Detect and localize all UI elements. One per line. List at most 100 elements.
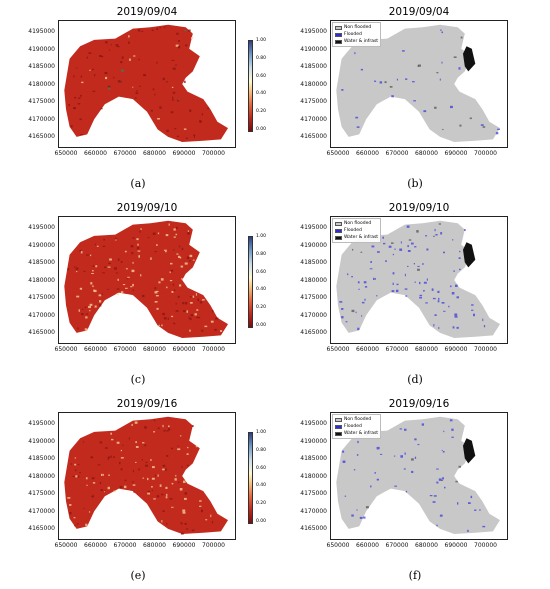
y-tick-label: 4175000 <box>28 490 55 497</box>
pixel-mark <box>147 492 150 495</box>
pixel-mark <box>354 52 356 55</box>
pixel-mark <box>168 223 170 226</box>
pixel-mark <box>119 61 123 64</box>
pixel-mark <box>156 244 158 246</box>
pixel-mark <box>158 324 160 327</box>
region-shape <box>336 220 500 338</box>
pixel-mark <box>369 268 373 270</box>
pixel-mark <box>426 248 429 251</box>
pixel-mark <box>132 481 134 483</box>
pixel-mark <box>131 252 134 255</box>
pixel-mark <box>141 30 144 32</box>
pixel-mark <box>160 493 164 496</box>
pixel-mark <box>114 239 117 241</box>
pixel-mark <box>140 228 142 230</box>
pixel-mark <box>193 134 196 136</box>
pixel-mark <box>117 258 120 261</box>
pixel-mark <box>185 137 188 140</box>
pixel-mark <box>153 431 156 433</box>
pixel-mark <box>453 56 457 58</box>
pixel-mark <box>147 477 149 481</box>
y-tick-label: 4165000 <box>300 133 327 140</box>
pixel-mark <box>94 74 96 77</box>
pixel-mark <box>73 266 76 268</box>
pixel-mark <box>453 270 455 272</box>
pixel-mark <box>90 282 93 285</box>
pixel-mark <box>99 300 102 303</box>
y-tick-label: 4190000 <box>300 437 327 445</box>
colorbar <box>248 236 253 328</box>
legend-label: Flooded <box>344 424 362 429</box>
x-tick-label: 660000 <box>84 346 107 353</box>
x-tick-label: 680000 <box>143 542 166 549</box>
pixel-mark <box>352 248 354 251</box>
pixel-mark <box>89 69 91 71</box>
pixel-mark <box>411 470 414 473</box>
pixel-mark <box>145 464 148 467</box>
pixel-mark <box>370 261 372 263</box>
pixel-mark <box>127 276 130 278</box>
pixel-mark <box>456 326 459 329</box>
pixel-mark <box>74 463 77 466</box>
pixel-mark <box>495 132 499 135</box>
pixel-mark <box>189 329 191 332</box>
panel-caption: (a) <box>130 177 146 190</box>
pixel-mark <box>156 495 160 498</box>
pixel-mark <box>99 481 102 485</box>
pixel-mark <box>396 78 398 81</box>
pixel-mark <box>351 276 353 278</box>
pixel-mark <box>105 76 108 80</box>
pixel-mark <box>441 61 443 64</box>
pixel-mark <box>404 428 407 431</box>
pixel-mark <box>175 226 178 229</box>
pixel-mark <box>201 329 204 332</box>
pixel-mark <box>406 225 410 228</box>
pixel-mark <box>105 447 108 449</box>
pixel-mark <box>110 455 112 458</box>
pixel-mark <box>357 440 359 444</box>
y-tick-label: 4165000 <box>28 133 55 140</box>
pixel-mark <box>156 61 158 64</box>
y-tick-label: 4195000 <box>300 420 327 427</box>
pixel-mark <box>154 291 158 294</box>
pixel-mark <box>436 72 439 74</box>
pixel-mark <box>157 118 160 120</box>
pixel-mark <box>82 308 84 310</box>
pixel-mark <box>101 473 103 476</box>
x-tick-label: 670000 <box>113 150 137 157</box>
x-tick-label: 690000 <box>444 346 468 353</box>
y-tick-label: 4185000 <box>28 63 55 70</box>
pixel-mark <box>85 313 89 315</box>
pixel-mark <box>179 245 181 248</box>
pixel-mark <box>103 238 105 241</box>
pixel-mark <box>165 486 168 489</box>
x-tick-label: 700000 <box>474 542 497 549</box>
legend-label: Water & infrast <box>344 431 379 436</box>
pixel-mark <box>77 327 79 330</box>
pixel-mark <box>178 255 181 258</box>
pixel-mark <box>414 246 417 248</box>
pixel-mark <box>342 460 346 463</box>
pixel-mark <box>183 480 186 483</box>
pixel-mark <box>144 444 147 447</box>
pixel-mark <box>436 481 439 484</box>
pixel-mark <box>171 59 175 61</box>
pixel-mark <box>425 235 428 237</box>
pixel-mark <box>439 514 443 517</box>
pixel-mark <box>389 86 393 88</box>
pixel-mark <box>100 107 103 110</box>
pixel-mark <box>457 502 459 505</box>
pixel-mark <box>458 465 461 468</box>
pixel-mark <box>95 265 98 268</box>
pixel-mark <box>77 464 80 465</box>
pixel-mark <box>190 314 193 317</box>
pixel-mark <box>431 288 434 291</box>
pixel-mark <box>108 87 111 90</box>
pixel-mark <box>78 97 81 99</box>
pixel-mark <box>169 271 171 274</box>
panel-title: 2019/09/16 <box>388 398 450 410</box>
pixel-mark <box>91 477 95 480</box>
pixel-mark <box>170 262 173 265</box>
legend-swatch <box>335 235 342 240</box>
legend-item: Water & infrast <box>335 430 378 437</box>
